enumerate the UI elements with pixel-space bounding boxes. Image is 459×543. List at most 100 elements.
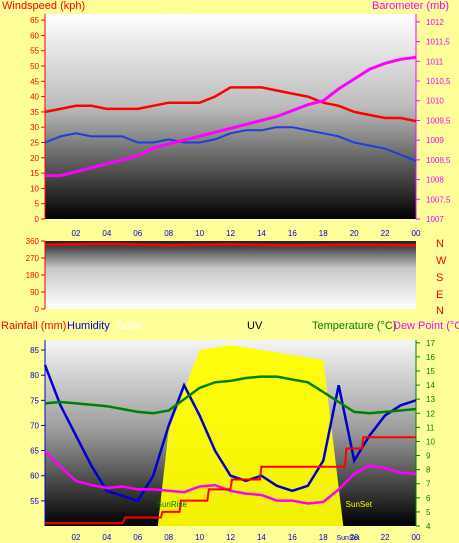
wind-ytick-label-11: 55 — [30, 47, 39, 56]
wind-ytick-label-4: 20 — [30, 154, 39, 163]
dir-label-2: W — [436, 255, 447, 267]
x-tick-label-bottom-6: 14 — [257, 533, 266, 542]
wind-ytick-label-0: 0 — [35, 215, 40, 224]
wind-ytick-label-9: 45 — [30, 77, 39, 86]
baro-ytick-label-2: 1008 — [426, 176, 444, 185]
wind-ytick-label-5: 25 — [30, 139, 39, 148]
sunset-label: SunSet — [346, 500, 373, 509]
wind-ytick-label-3: 15 — [30, 169, 39, 178]
temp-ytick-label-2: 6 — [426, 494, 431, 503]
dir-label-3: S — [436, 272, 444, 284]
x-tick-label-top-7: 16 — [288, 229, 297, 238]
wind-ytick-label-12: 60 — [30, 31, 39, 40]
wind-direction-line — [44, 242, 417, 247]
plot2-bg — [45, 241, 416, 309]
hum-ytick-label-1: 60 — [30, 472, 39, 481]
dir-label-5: N — [436, 305, 444, 317]
x-tick-label-top-10: 22 — [381, 229, 390, 238]
x-tick-label-top-5: 12 — [226, 229, 235, 238]
temp-ytick-label-0: 4 — [426, 522, 431, 531]
temp-ytick-label-9: 13 — [426, 395, 435, 404]
barometer-title: Barometer (mb) — [372, 0, 450, 12]
hum-ytick-label-5: 80 — [30, 371, 39, 380]
temp-ytick-label-10: 14 — [426, 381, 435, 390]
temp-ytick-label-12: 16 — [426, 353, 435, 362]
x-tick-label-top-3: 08 — [164, 229, 173, 238]
windspeed-title: Windspeed (kph) — [2, 0, 86, 12]
sunset-axis-label: SunSet — [336, 535, 359, 542]
x-tick-label-top-8: 18 — [319, 229, 328, 238]
legend-uv: UV — [247, 320, 263, 332]
dir-ytick-label-1: 90 — [30, 288, 39, 297]
hum-ytick-label-4: 75 — [30, 396, 39, 405]
hum-ytick-label-2: 65 — [30, 447, 39, 456]
legend-solar: Solar — [117, 320, 143, 332]
x-tick-label-bottom-0: 02 — [71, 533, 80, 542]
legend-humidity: Humidity — [67, 320, 110, 332]
baro-ytick-label-1: 1007,5 — [426, 195, 451, 204]
dir-label-1: N — [436, 238, 444, 250]
dir-ytick-label-3: 270 — [26, 254, 40, 263]
solar-area — [157, 345, 344, 526]
temp-ytick-label-11: 15 — [426, 367, 435, 376]
temp-ytick-label-6: 10 — [426, 437, 435, 446]
baro-ytick-label-9: 1011,5 — [426, 38, 450, 47]
sunrise-label: SunRise — [157, 500, 188, 509]
x-tick-label-bottom-1: 04 — [102, 533, 111, 542]
barometer-line — [45, 55, 417, 178]
temp-ytick-label-4: 8 — [426, 466, 431, 475]
wind-ytick-label-10: 50 — [30, 62, 39, 71]
x-tick-label-bottom-11: 00 — [412, 533, 421, 542]
wind-ytick-label-7: 35 — [30, 108, 39, 117]
humidity-line — [43, 364, 417, 503]
wind-ytick-label-6: 30 — [30, 123, 39, 132]
x-tick-label-top-6: 14 — [257, 229, 266, 238]
x-tick-label-top-11: 00 — [412, 229, 421, 238]
temp-ytick-label-5: 9 — [426, 452, 431, 461]
baro-ytick-label-3: 1008,5 — [426, 156, 451, 165]
x-tick-label-top-4: 10 — [195, 229, 204, 238]
legend-rainfall: Rainfall (mm) — [1, 320, 67, 332]
legend-dewpoint: Dew Point (°C) — [393, 320, 459, 332]
x-tick-label-bottom-9: 20 — [350, 533, 359, 542]
temp-ytick-label-1: 5 — [426, 508, 431, 517]
x-tick-label-bottom-8: 18 — [319, 533, 328, 542]
baro-ytick-label-0: 1007 — [426, 215, 444, 224]
baro-ytick-label-5: 1009,5 — [426, 116, 451, 125]
x-tick-label-bottom-4: 10 — [195, 533, 204, 542]
x-tick-label-top-2: 06 — [133, 229, 142, 238]
dewpoint-line — [44, 450, 417, 505]
rainfall-line — [45, 436, 416, 525]
wind-ytick-label-13: 65 — [30, 16, 39, 25]
wind-ytick-label-2: 10 — [30, 184, 39, 193]
dir-ytick-label-0: 0 — [35, 305, 40, 314]
wind-ytick-label-1: 5 — [35, 200, 40, 209]
hum-ytick-label-6: 85 — [30, 346, 39, 355]
temp-ytick-label-3: 7 — [426, 480, 431, 489]
x-tick-label-top-9: 20 — [350, 229, 359, 238]
x-tick-label-bottom-3: 08 — [164, 533, 173, 542]
legend-temperature: Temperature (°C) — [312, 320, 397, 332]
x-tick-label-top-0: 02 — [71, 229, 80, 238]
x-tick-label-bottom-5: 12 — [226, 533, 235, 542]
temp-ytick-label-8: 12 — [426, 409, 435, 418]
x-tick-label-bottom-2: 06 — [133, 533, 142, 542]
x-tick-label-bottom-10: 22 — [381, 533, 390, 542]
x-tick-label-bottom-7: 16 — [288, 533, 297, 542]
hum-ytick-label-3: 70 — [30, 421, 39, 430]
gust-line — [44, 126, 417, 162]
plot1-bg — [45, 14, 416, 219]
temp-ytick-label-7: 11 — [426, 423, 435, 432]
baro-ytick-label-4: 1009 — [426, 136, 444, 145]
dir-label-4: E — [436, 289, 444, 301]
baro-ytick-label-6: 1010 — [426, 97, 444, 106]
hum-ytick-label-0: 55 — [30, 497, 39, 506]
baro-ytick-label-8: 1011 — [426, 57, 444, 66]
dir-ytick-label-4: 360 — [26, 237, 40, 246]
temp-ytick-label-13: 17 — [426, 339, 435, 348]
baro-ytick-label-10: 1012 — [426, 18, 444, 27]
dir-ytick-label-2: 180 — [26, 271, 40, 280]
temperature-line — [44, 375, 417, 415]
x-tick-label-top-1: 04 — [102, 229, 111, 238]
